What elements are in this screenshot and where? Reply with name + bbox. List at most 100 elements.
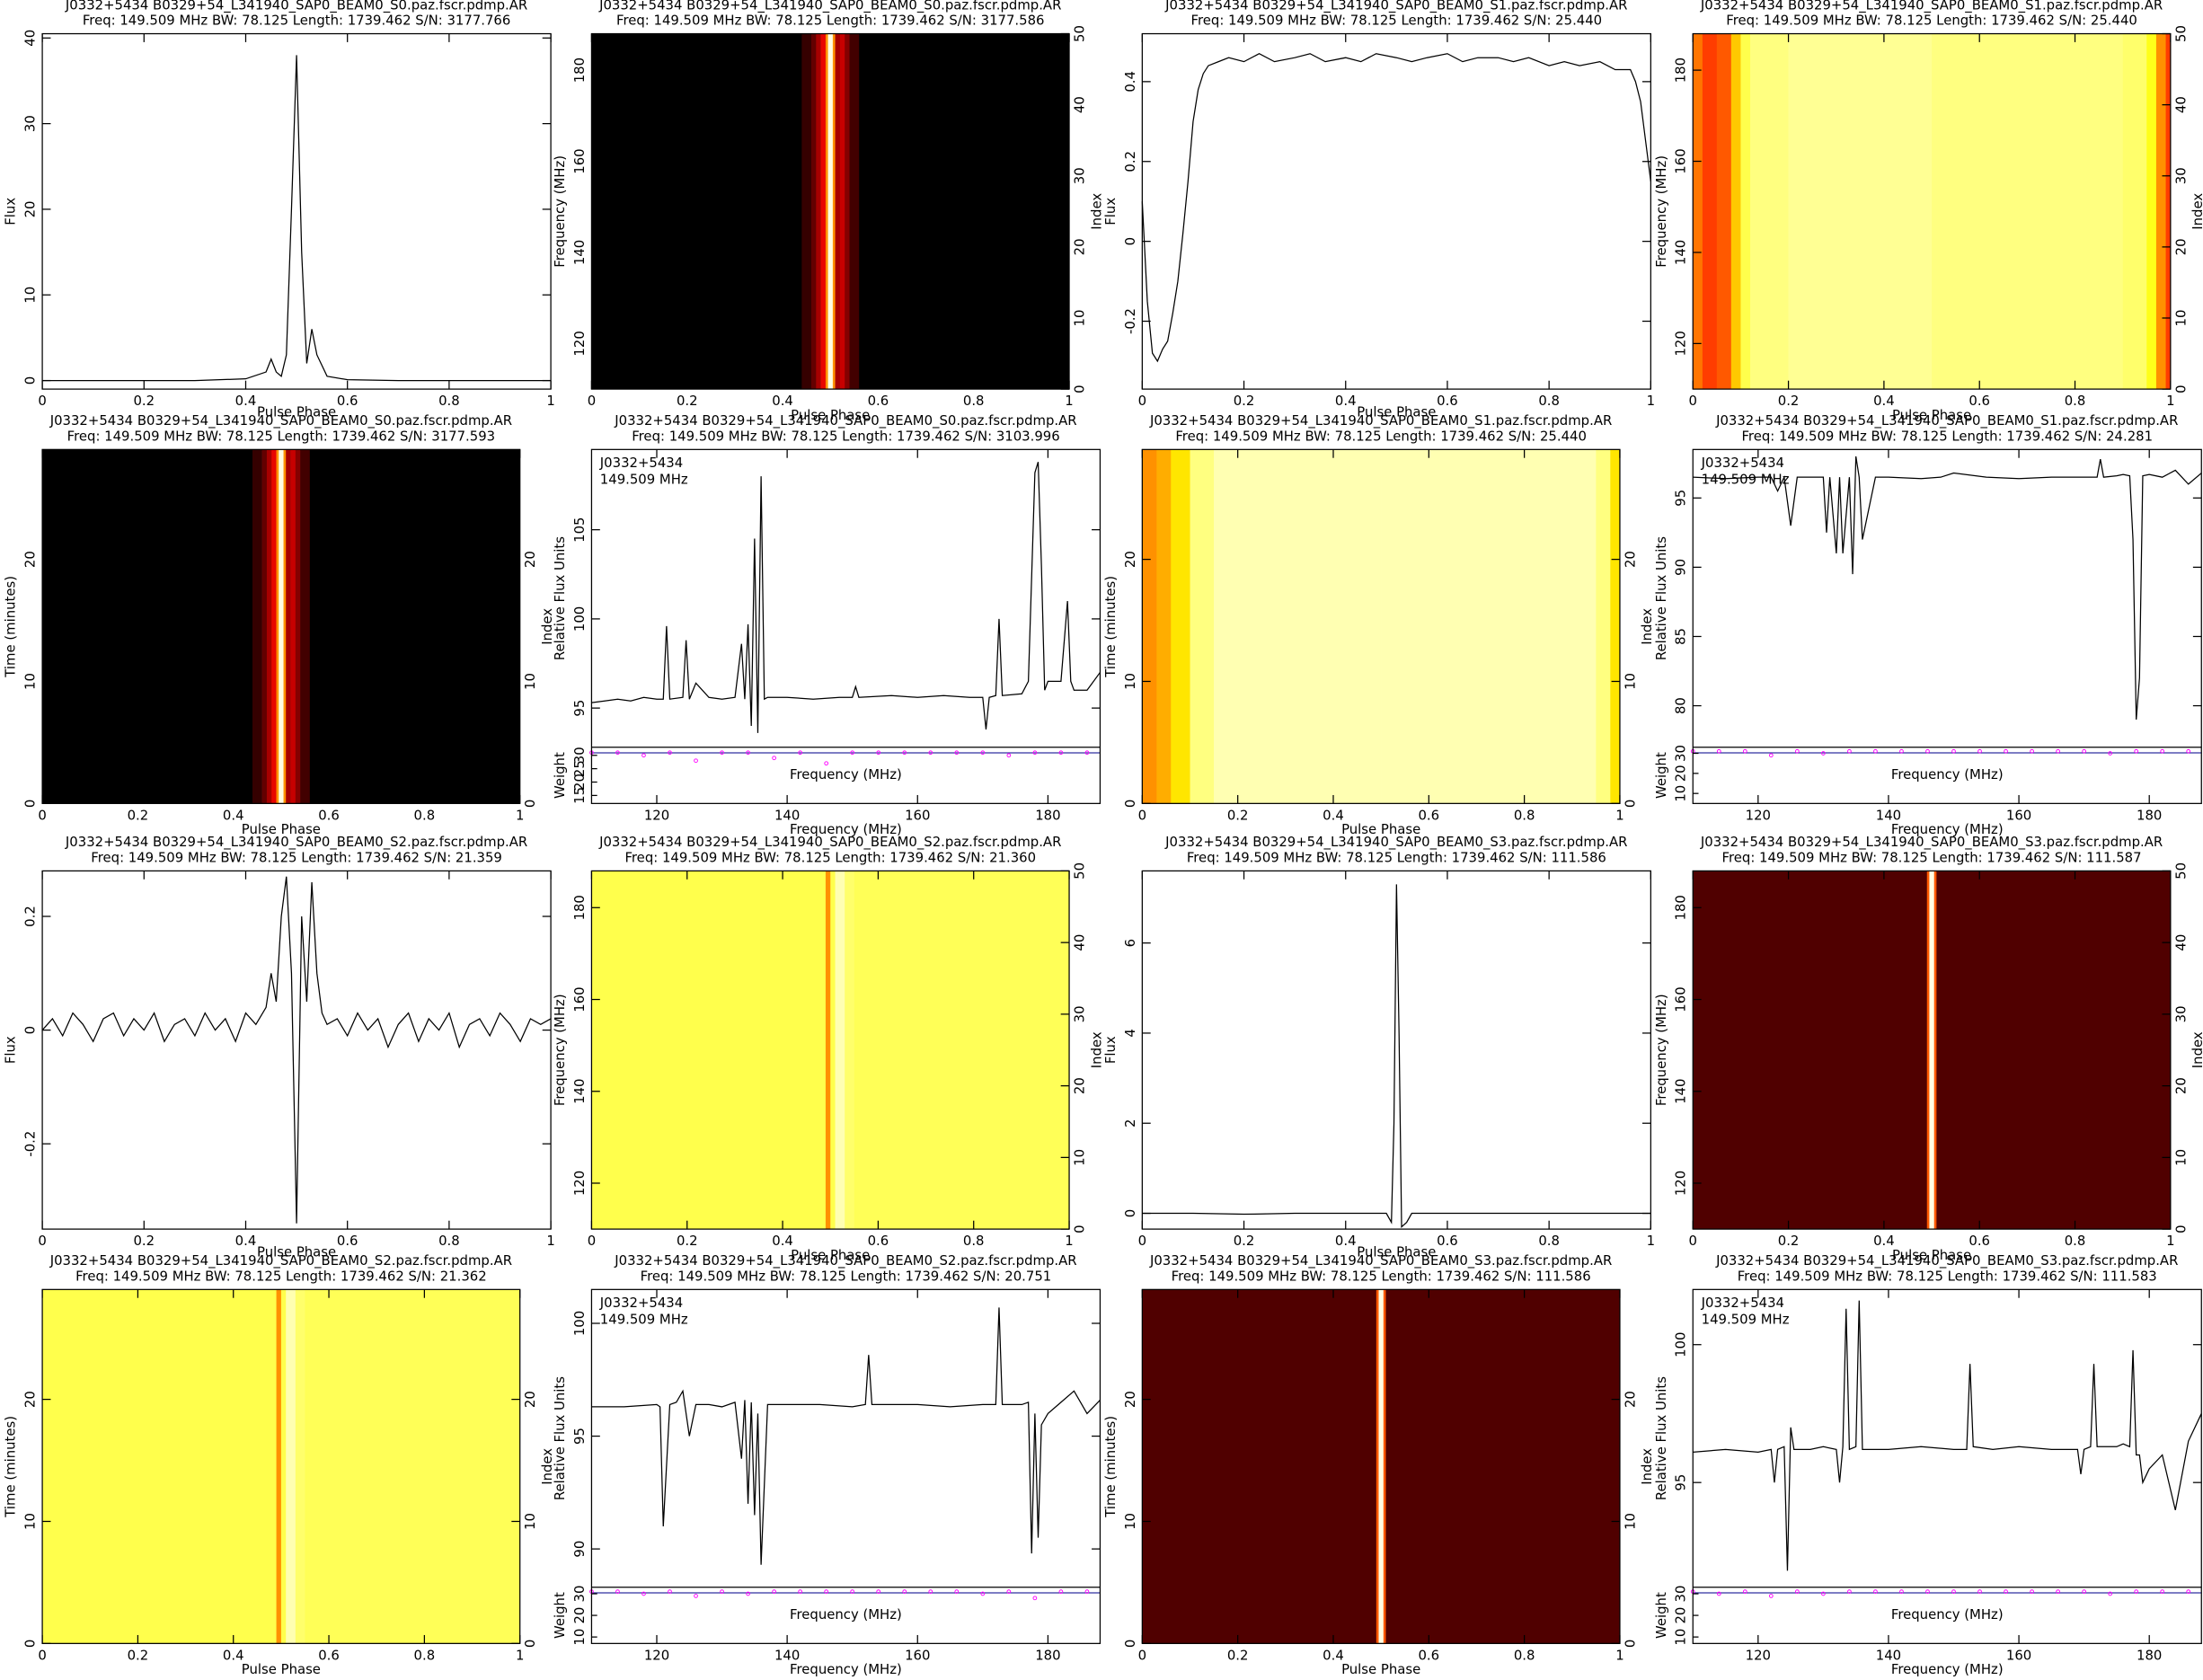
y-tick-label: 20 (1622, 551, 1638, 568)
x-axis-label: Pulse Phase (1357, 1244, 1436, 1260)
weight-dot (1821, 751, 1826, 756)
weight-dot (850, 1589, 855, 1594)
weight-dot (1951, 1589, 1956, 1594)
x-tick-label: 0.2 (128, 807, 149, 823)
y-tick-label: 95 (571, 700, 588, 717)
y-tick-label: 30 (2172, 1005, 2189, 1022)
x-tick-label: 0.4 (1873, 393, 1895, 409)
weight-dot (1084, 750, 1090, 756)
x-axis-label: Frequency (MHz) (1891, 821, 2004, 837)
x-tick-label: 0.8 (963, 1233, 985, 1249)
weight-dot (2134, 1589, 2139, 1594)
heatmap-strip (1376, 1289, 1379, 1644)
panel-title: J0332+5434 B0329+54_L341940_SAP0_BEAM0_S… (614, 412, 1076, 429)
y-tick-label: 0 (522, 800, 538, 808)
heatmap-strip (591, 871, 827, 1230)
x-tick-label: 0.6 (868, 393, 889, 409)
x-tick-label: 0.4 (1323, 1647, 1344, 1663)
x-tick-label: 0.2 (1234, 393, 1255, 409)
x-tick-label: 0.8 (963, 393, 985, 409)
y-axis-label: Index (539, 608, 555, 645)
annotation: 149.509 MHz (1702, 472, 1790, 488)
y-tick-label: 180 (571, 57, 588, 83)
weight-dot (1006, 1589, 1012, 1594)
bandpass-line (1693, 455, 2202, 721)
weight-dot (615, 750, 620, 756)
x-tick-label: 0.8 (1514, 807, 1535, 823)
heatmap-strip (1610, 449, 1621, 804)
x-tick-label: 0.6 (337, 393, 358, 409)
y-tick-label: 10 (1072, 310, 1088, 327)
y-tick-label: 0 (1072, 1225, 1088, 1233)
x-tick-label: 0 (38, 1233, 46, 1249)
x-tick-label: 1 (1615, 1647, 1623, 1663)
weight-dot (876, 1589, 881, 1594)
panel-title: J0332+5434 B0329+54_L341940_SAP0_BEAM0_S… (1700, 834, 2163, 850)
panel-title: J0332+5434 B0329+54_L341940_SAP0_BEAM0_S… (65, 834, 527, 850)
heatmap-strip (286, 1289, 296, 1644)
x-tick-label: 0.4 (223, 807, 244, 823)
x-tick-label: 0.4 (223, 1647, 244, 1663)
heatmap-strip (261, 449, 268, 804)
weight-dot (1925, 748, 1930, 754)
heatmap-strip (2122, 33, 2147, 390)
weight-dot (850, 750, 855, 756)
y-tick-label: 120 (571, 1171, 588, 1196)
x-tick-label: 160 (905, 807, 930, 823)
x-tick-label: 1 (546, 393, 554, 409)
panel-subtitle: Freq: 149.509 MHz BW: 78.125 Length: 173… (67, 428, 495, 444)
weight-dot (902, 750, 907, 756)
heatmap-strip (2155, 33, 2166, 390)
x-axis-label: Pulse Phase (1341, 1661, 1420, 1677)
x-tick-label: 0.2 (677, 1233, 698, 1249)
x-tick-label: 0.2 (1778, 1233, 1800, 1249)
y-tick-label: 10 (22, 287, 39, 304)
weight-dot (1899, 1589, 1904, 1594)
heatmap-strip (1142, 449, 1157, 804)
heatmap-strip (830, 871, 836, 1230)
y-axis-label: Index (1088, 1031, 1104, 1068)
weight-dot (746, 1591, 750, 1596)
profile-line (41, 876, 552, 1224)
heatmap-strip (295, 449, 301, 804)
weight-dot (1032, 1596, 1038, 1601)
x-tick-label: 120 (644, 1647, 669, 1663)
heatmap-strip (2165, 33, 2172, 390)
x-axis-label: Pulse Phase (1892, 1247, 1971, 1263)
y-tick-label: 20 (522, 551, 538, 568)
x-tick-label: 0 (1138, 393, 1146, 409)
y-tick-label: 85 (1673, 628, 1689, 645)
panel-title: J0332+5434 B0329+54_L341940_SAP0_BEAM0_S… (1149, 1252, 1612, 1269)
y-tick-label: 120 (1673, 1171, 1689, 1196)
y-tick-label: 20 (22, 1391, 39, 1408)
y-tick-label: 90 (571, 1541, 588, 1558)
x-tick-label: 0.8 (414, 807, 436, 823)
x-tick-label: 1 (516, 807, 524, 823)
annotation: 149.509 MHz (600, 472, 688, 488)
x-tick-label: 0.4 (772, 1233, 793, 1249)
heatmap-strip (816, 33, 821, 390)
x-tick-label: 0 (588, 393, 596, 409)
plot-frame (41, 870, 552, 1230)
panel-title: J0332+5434 B0329+54_L341940_SAP0_BEAM0_S… (1715, 412, 2178, 429)
weight-dot (720, 1589, 724, 1594)
x-tick-label: 0.4 (1323, 807, 1344, 823)
x-tick-label: 0.6 (1437, 393, 1458, 409)
x-tick-label: 180 (1035, 807, 1060, 823)
y-tick-label: 30 (1072, 1005, 1088, 1022)
weight-dot (928, 1589, 933, 1594)
y-axis-label: Frequency (MHz) (552, 155, 568, 268)
y-tick-label: -0.2 (1122, 308, 1138, 334)
heatmap-strip (1926, 871, 1930, 1230)
panel-title: J0332+5434 B0329+54_L341940_SAP0_BEAM0_S… (1715, 1252, 2178, 1269)
weight-dot (2160, 1589, 2165, 1594)
x-tick-label: 1 (2166, 393, 2174, 409)
weight-dot (1742, 1589, 1747, 1594)
weight-tick-label: 25 (571, 760, 588, 777)
x-tick-label: 0.2 (133, 1233, 155, 1249)
y-tick-label: 95 (1673, 490, 1689, 507)
annotation: 149.509 MHz (600, 1312, 688, 1328)
heatmap-strip (849, 33, 860, 390)
heatmap-strip (1156, 449, 1172, 804)
